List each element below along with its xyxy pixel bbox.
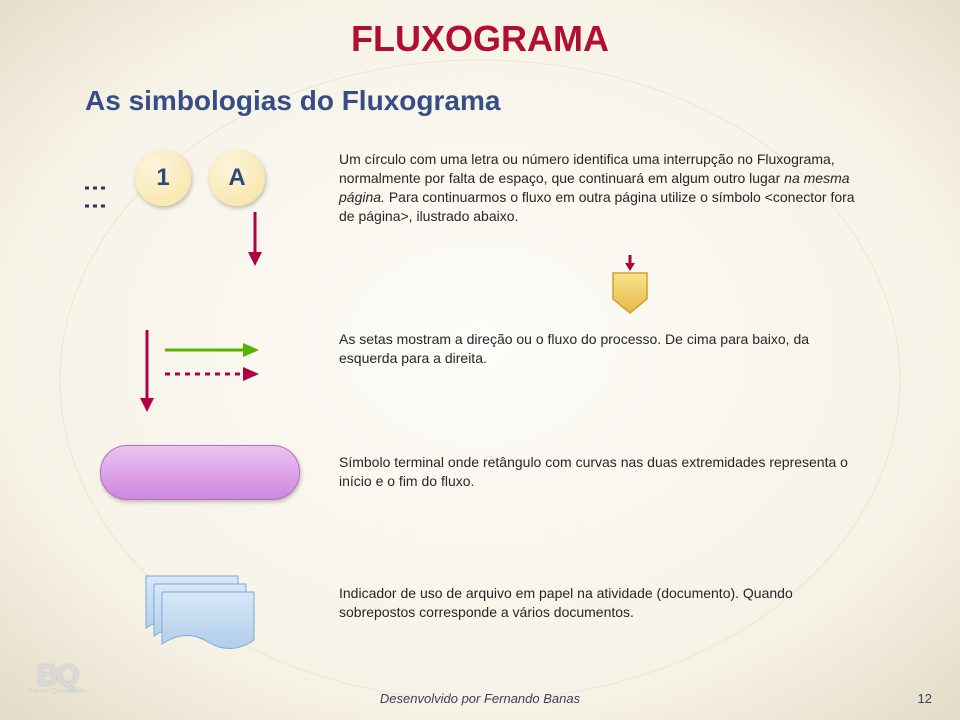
title-text: FLUXOGRAMA bbox=[351, 18, 609, 59]
page-number: 12 bbox=[918, 691, 932, 706]
row-connectors: 1 A Um círculo com uma letra ou número i… bbox=[85, 150, 859, 226]
connector-label-a: A bbox=[228, 164, 245, 192]
desc-connectors-text2: Para continuarmos o fluxo em outra págin… bbox=[339, 189, 855, 224]
desc-document-text: Indicador de uso de arquivo em papel na … bbox=[339, 585, 793, 620]
page-number-text: 12 bbox=[918, 691, 932, 706]
page-title: FLUXOGRAMA bbox=[0, 18, 960, 60]
row-document: Indicador de uso de arquivo em papel na … bbox=[85, 570, 859, 652]
logo-mark: BQ bbox=[37, 663, 78, 689]
desc-document: Indicador de uso de arquivo em papel na … bbox=[339, 570, 859, 622]
dashline-left-2 bbox=[83, 176, 109, 236]
row-arrows: As setas mostram a direção ou o fluxo do… bbox=[85, 330, 859, 410]
subtitle: As simbologias do Fluxograma bbox=[85, 85, 500, 117]
document-stack bbox=[140, 570, 260, 652]
subtitle-text: As simbologias do Fluxograma bbox=[85, 85, 500, 116]
footer-credit: Desenvolvido por Fernando Banas bbox=[0, 691, 960, 706]
offpage-connector bbox=[605, 255, 655, 324]
terminal-shape bbox=[100, 445, 300, 500]
desc-arrows: As setas mostram a direção ou o fluxo do… bbox=[339, 330, 859, 368]
connector-circle-1: 1 bbox=[135, 150, 191, 206]
desc-connectors: Um círculo com uma letra ou número ident… bbox=[339, 150, 859, 226]
row-terminal: Símbolo terminal onde retângulo com curv… bbox=[85, 445, 859, 500]
logo: BQ Banas Qualidade bbox=[18, 652, 96, 706]
connector-label-1: 1 bbox=[156, 164, 169, 192]
logo-subtext: Banas Qualidade bbox=[28, 688, 86, 695]
desc-terminal: Símbolo terminal onde retângulo com curv… bbox=[339, 445, 859, 491]
desc-connectors-text1: Um círculo com uma letra ou número ident… bbox=[339, 151, 835, 186]
arrow-down-from-a bbox=[243, 210, 267, 268]
footer-text: Desenvolvido por Fernando Banas bbox=[380, 691, 580, 706]
desc-terminal-text: Símbolo terminal onde retângulo com curv… bbox=[339, 454, 848, 489]
connector-circle-a: A bbox=[209, 150, 265, 206]
arrows-diagram bbox=[85, 330, 315, 420]
desc-arrows-text: As setas mostram a direção ou o fluxo do… bbox=[339, 331, 809, 366]
